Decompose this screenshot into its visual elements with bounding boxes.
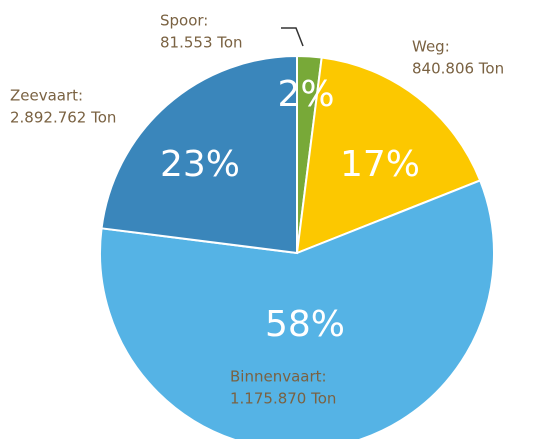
tonnage-label: 1.175.870 Ton — [230, 390, 336, 408]
category-label: Binnenvaart: — [230, 368, 327, 386]
category-label: Zeevaart: — [10, 87, 83, 105]
percent-label: 58% — [265, 304, 345, 345]
category-label: Weg: — [412, 38, 450, 56]
tonnage-label: 2.892.762 Ton — [10, 109, 116, 127]
tonnage-label: 81.553 Ton — [160, 34, 243, 52]
category-label: Spoor: — [160, 12, 208, 30]
pie-slice — [295, 56, 482, 255]
tonnage-label: 840.806 Ton — [412, 60, 504, 78]
pie-slice — [99, 179, 495, 439]
percent-label: 17% — [340, 144, 420, 185]
leader-line — [281, 27, 304, 47]
percent-label: 23% — [160, 144, 240, 185]
pie-slice — [100, 54, 298, 255]
percent-label: 2% — [277, 74, 334, 115]
